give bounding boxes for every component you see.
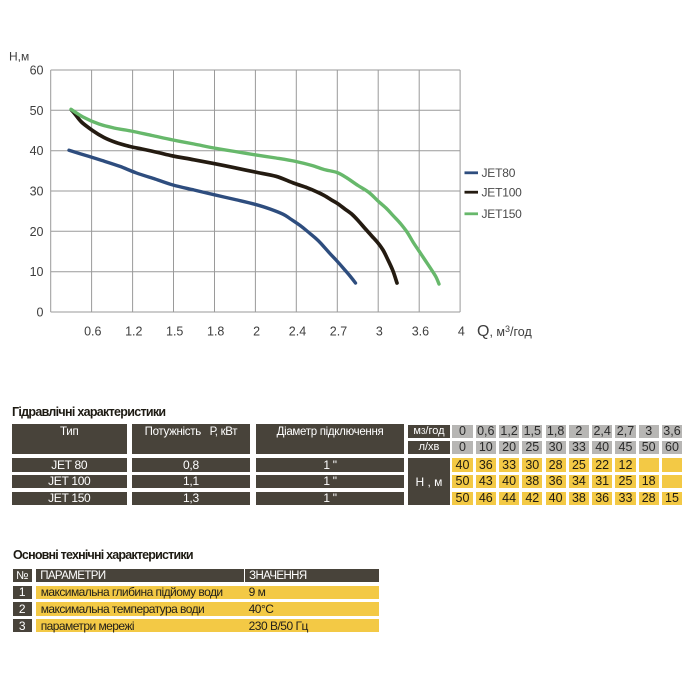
svg-text:60: 60 [30,64,44,78]
svg-text:4: 4 [458,325,465,339]
svg-text:JET100: JET100 [482,186,523,200]
svg-text:Q, м3/год: Q, м3/год [477,323,532,340]
svg-text:Н,м: Н,м [9,50,29,64]
svg-text:2: 2 [253,325,260,339]
svg-text:50: 50 [30,104,44,118]
svg-text:3: 3 [376,325,383,339]
svg-text:0: 0 [37,306,44,320]
svg-text:0.6: 0.6 [84,325,101,339]
svg-text:10: 10 [30,265,44,279]
svg-text:JET150: JET150 [482,207,523,221]
svg-text:30: 30 [30,185,44,199]
svg-text:20: 20 [30,225,44,239]
svg-text:1.2: 1.2 [125,325,142,339]
svg-text:40: 40 [30,144,44,158]
svg-text:1.5: 1.5 [166,325,183,339]
svg-text:1.8: 1.8 [207,325,224,339]
svg-text:2.7: 2.7 [330,325,347,339]
svg-text:3.6: 3.6 [412,325,429,339]
svg-text:2.4: 2.4 [289,325,306,339]
svg-text:JET80: JET80 [482,166,516,180]
